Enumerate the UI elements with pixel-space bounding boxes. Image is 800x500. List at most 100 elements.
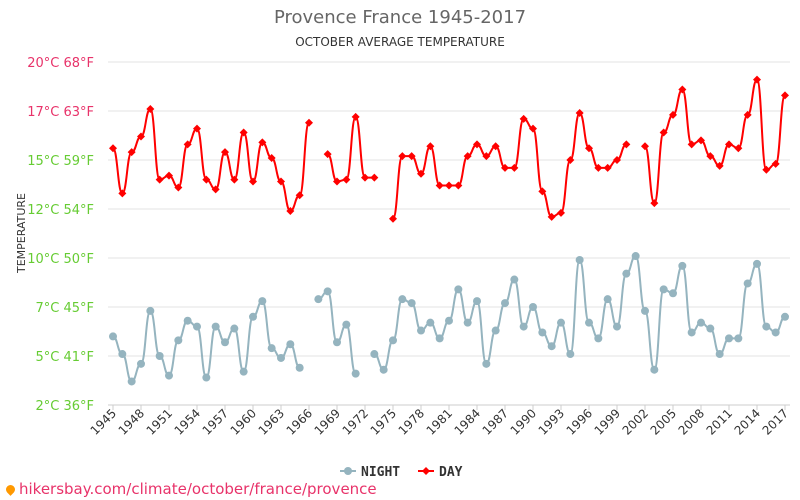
night-point [650, 365, 659, 374]
day-point [370, 173, 379, 182]
night-point [323, 287, 332, 296]
night-point [118, 350, 127, 359]
night-point [230, 324, 239, 333]
legend-marker-day [422, 467, 430, 475]
day-point [342, 175, 351, 184]
day-point [781, 91, 789, 100]
night-point [211, 322, 220, 331]
day-point [277, 177, 285, 186]
y-tick-label: 2°C 36°F [36, 399, 95, 414]
day-point [398, 152, 407, 161]
day-point [613, 156, 621, 164]
x-tick-label: 1993 [536, 406, 567, 437]
day-point [174, 183, 183, 192]
day-point [445, 181, 453, 190]
day-point [155, 175, 164, 184]
y-tick-label: 10°C 50°F [27, 252, 94, 267]
x-tick-label: 1975 [368, 406, 399, 437]
night-point [697, 318, 705, 327]
night-point [501, 299, 509, 308]
day-point [669, 110, 677, 119]
night-point [407, 299, 416, 308]
day-point [743, 110, 752, 119]
day-point [109, 144, 117, 153]
x-tick-label: 1960 [228, 406, 259, 437]
night-point [771, 328, 780, 337]
x-tick-label: 1978 [396, 406, 427, 437]
night-point [258, 297, 267, 306]
day-point [295, 191, 304, 200]
day-point [389, 214, 397, 223]
night-point [314, 295, 323, 304]
x-tick-label: 1999 [592, 406, 623, 437]
night-point [585, 318, 593, 327]
night-point [753, 259, 761, 268]
x-tick-label: 1954 [172, 406, 203, 437]
day-point [510, 163, 519, 172]
series-line-day [326, 115, 375, 183]
night-point [389, 336, 397, 345]
night-point [202, 373, 211, 382]
night-point [594, 334, 603, 343]
day-point [753, 75, 761, 84]
x-tick-label: 2014 [732, 406, 763, 437]
day-point [286, 206, 295, 215]
night-point [678, 261, 687, 270]
night-point [183, 316, 192, 325]
y-tick-label: 12°C 54°F [27, 203, 94, 218]
night-point [706, 324, 715, 333]
day-point [473, 140, 481, 149]
day-point [211, 185, 220, 194]
day-point [575, 108, 584, 117]
night-point [566, 350, 575, 359]
day-point [529, 124, 537, 133]
day-point [706, 152, 715, 161]
night-point [174, 336, 183, 345]
day-point [426, 142, 435, 151]
source-link[interactable]: hikersbay.com/climate/october/france/pro… [4, 480, 377, 498]
x-tick-label: 2008 [676, 406, 707, 437]
day-point [407, 152, 416, 161]
day-point [202, 175, 211, 184]
y-tick-label: 7°C 45°F [36, 301, 95, 316]
night-point [239, 367, 248, 376]
night-point [631, 252, 640, 261]
legend-label-day: DAY [439, 465, 463, 480]
day-point [491, 142, 500, 151]
night-point [734, 334, 743, 343]
day-point [687, 140, 696, 149]
day-point [734, 144, 743, 153]
night-point [221, 338, 229, 347]
night-point [165, 371, 173, 380]
night-point [603, 295, 612, 304]
day-point [725, 140, 733, 149]
night-point [249, 312, 257, 321]
night-point [454, 285, 463, 294]
day-point [137, 132, 145, 141]
night-point [445, 316, 453, 325]
x-tick-label: 1996 [564, 406, 595, 437]
night-point [286, 340, 295, 349]
night-point [491, 326, 500, 335]
day-point [501, 163, 509, 172]
day-point [249, 177, 257, 186]
night-point [193, 322, 201, 331]
day-point [127, 148, 136, 157]
series-line-night [112, 300, 301, 383]
night-point [351, 369, 360, 378]
night-point [155, 352, 164, 360]
y-tick-label: 15°C 59°F [27, 154, 94, 169]
day-point [519, 114, 528, 123]
day-point [762, 165, 771, 174]
source-text: hikersbay.com/climate/october/france/pro… [19, 480, 377, 498]
day-point [697, 136, 705, 145]
x-tick-label: 2002 [620, 406, 651, 437]
y-tick-label: 20°C 68°F [27, 56, 94, 71]
day-point [267, 154, 276, 163]
night-point [641, 306, 649, 315]
series-line-day [112, 108, 310, 212]
legend-marker-night [344, 467, 352, 475]
day-point [594, 163, 603, 172]
day-point [678, 85, 687, 94]
